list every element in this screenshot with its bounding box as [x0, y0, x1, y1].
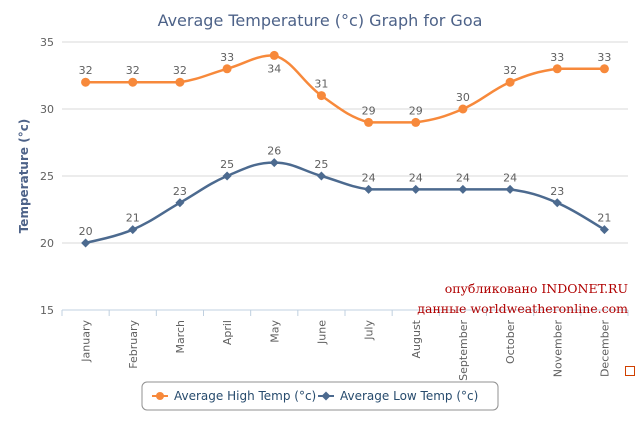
axes: [61, 309, 629, 316]
data-point: [316, 171, 326, 181]
data-point: [458, 184, 468, 194]
x-tick-label: December: [598, 320, 611, 378]
y-tick-label: 15: [40, 304, 54, 317]
data-point: [222, 171, 232, 181]
y-tick-labels: 15 20 25 30 35: [40, 36, 54, 317]
data-point: [552, 64, 562, 74]
x-tick-label: March: [174, 320, 187, 354]
y-tick-label: 20: [40, 237, 54, 250]
data-label: 26: [267, 145, 281, 158]
data-label: 23: [173, 185, 187, 198]
x-tick-label: February: [127, 320, 140, 369]
data-point: [175, 77, 185, 87]
data-point: [316, 91, 326, 101]
x-tick-label: November: [551, 320, 564, 378]
series-high: 32 32 32 33 34 31 29 29 30 32 33 33: [79, 50, 611, 127]
data-point: [81, 77, 91, 87]
x-tick-label: October: [504, 320, 517, 364]
data-point: [411, 117, 421, 127]
data-point: [458, 104, 468, 114]
series-line: [85, 161, 606, 245]
data-point: [269, 158, 279, 168]
data-label: 33: [597, 51, 611, 64]
data-label: 21: [126, 212, 140, 225]
data-point: [364, 184, 374, 194]
data-point: [222, 64, 232, 74]
data-label: 29: [409, 104, 423, 117]
watermark-source: данные worldweatheronline.com: [417, 301, 628, 316]
data-point: [128, 225, 138, 235]
series-low: 20 21 23 25 26 25 24 24 24 24 23 21: [79, 145, 611, 248]
data-label: 29: [362, 104, 376, 117]
x-tick-label: May: [268, 320, 281, 343]
y-tick-label: 25: [40, 170, 54, 183]
data-label: 24: [456, 171, 470, 184]
data-label: 24: [409, 171, 423, 184]
data-label: 34: [267, 62, 281, 75]
x-tick-label: June: [315, 320, 328, 345]
legend-marker-diamond-icon: [321, 391, 331, 401]
x-tick-labels: January February March April May June July Augu…: [80, 319, 612, 380]
data-point: [599, 64, 609, 74]
data-label: 25: [220, 158, 234, 171]
data-point: [505, 77, 515, 87]
data-label: 24: [362, 171, 376, 184]
y-tick-label: 30: [40, 103, 54, 116]
data-label: 33: [550, 51, 564, 64]
legend[interactable]: Average High Temp (°c) Average Low Temp (…: [141, 381, 499, 411]
data-label: 32: [126, 64, 140, 77]
legend-item-high[interactable]: Average High Temp (°c): [152, 389, 316, 403]
data-label: 24: [503, 171, 517, 184]
x-tick-label: September: [457, 320, 470, 381]
data-label: 23: [550, 185, 564, 198]
watermark-published: опубликовано INDONET.RU: [444, 281, 628, 296]
x-tick-label: January: [80, 320, 93, 363]
data-point: [364, 117, 374, 127]
data-label: 25: [314, 158, 328, 171]
data-point: [552, 198, 562, 208]
chart-title: Average Temperature (°c) Graph for Goa: [158, 11, 483, 30]
x-tick-label: August: [410, 319, 423, 358]
data-point: [599, 225, 609, 235]
data-label: 33: [220, 51, 234, 64]
series-layer: 32 32 32 33 34 31 29 29 30 32 33 33 20 21 23 25 26 25 24 24…: [79, 50, 611, 248]
data-point: [175, 198, 185, 208]
data-label: 30: [456, 91, 470, 104]
data-label: 21: [597, 212, 611, 225]
legend-item-low[interactable]: Average Low Temp (°c): [318, 389, 478, 403]
data-label: 32: [503, 64, 517, 77]
y-axis-label: Temperature (°c): [17, 119, 31, 234]
legend-label: Average Low Temp (°c): [340, 389, 478, 403]
data-point: [128, 77, 138, 87]
corner-square-icon: [625, 366, 635, 376]
legend-label: Average High Temp (°c): [174, 389, 316, 403]
data-label: 32: [173, 64, 187, 77]
data-label: 32: [79, 64, 93, 77]
x-tick-label: July: [363, 320, 376, 341]
data-point: [411, 184, 421, 194]
data-label: 20: [79, 225, 93, 238]
x-tick-label: April: [221, 320, 234, 345]
data-point: [505, 184, 515, 194]
data-point: [81, 238, 91, 248]
legend-marker-circle-icon: [156, 392, 164, 400]
series-line: [85, 54, 605, 124]
data-point: [269, 50, 279, 60]
data-label: 31: [314, 78, 328, 91]
y-tick-label: 35: [40, 36, 54, 49]
